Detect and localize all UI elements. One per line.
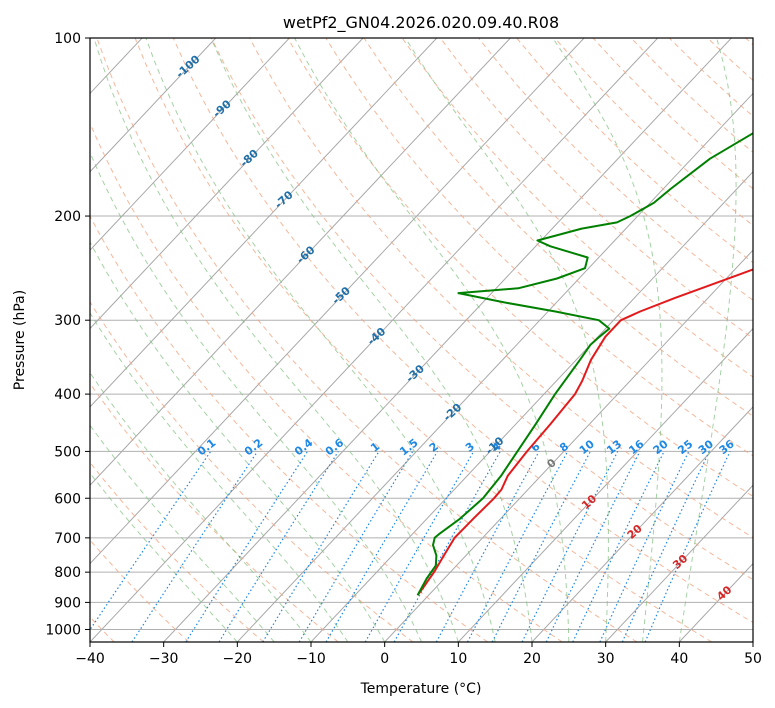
background-lines	[0, 38, 753, 642]
isotherm-line	[90, 38, 438, 408]
moist-adiabat-line	[678, 38, 737, 642]
mixing-ratio-line	[491, 451, 591, 642]
moist-adiabat-line	[90, 240, 386, 642]
x-tick-label: −10	[296, 651, 326, 667]
x-ticks: −40 −30 −20 −10 0 10 20 30 40 50	[75, 642, 762, 667]
mixing-ratio-line	[131, 451, 258, 642]
dry-adiabat-line	[90, 301, 414, 642]
dry-adiabat-line	[172, 38, 753, 624]
x-tick-label: 0	[380, 651, 389, 667]
dry-adiabat-line	[249, 38, 753, 539]
moist-adiabat-line	[145, 38, 496, 642]
isotherm-line	[236, 92, 753, 642]
dewpoint-profile-line	[416, 132, 753, 596]
y-tick-label: 500	[54, 444, 81, 460]
y-tick-label: 800	[54, 565, 81, 581]
dry-adiabat-line	[478, 38, 753, 301]
y-tick-label: 400	[54, 387, 81, 403]
isotherm-line	[531, 406, 753, 642]
moist-adiabat-line	[90, 312, 349, 642]
mixing-ratio-line	[90, 451, 212, 631]
moist-adiabat-line	[552, 38, 663, 642]
isotherm-line	[384, 249, 753, 642]
temperature-profile-line	[416, 268, 753, 596]
x-axis-label: Temperature (°C)	[360, 681, 482, 697]
profile-lines	[416, 132, 753, 596]
dry-adiabat-line	[363, 38, 753, 417]
dry-adiabat-line	[90, 122, 563, 642]
x-tick-label: 50	[744, 651, 762, 667]
dry-adiabat-line	[90, 215, 488, 642]
y-ticks: 1000 900 800 700 600 500 400 300 200 100	[45, 31, 90, 638]
y-axis-label: Pressure (hPa)	[12, 290, 28, 390]
dry-adiabat-line	[134, 38, 712, 642]
isotherm-line	[163, 38, 732, 642]
x-tick-label: 20	[523, 651, 541, 667]
dry-adiabat-line	[90, 461, 264, 642]
isotherm-line	[90, 38, 364, 330]
mixing-ratio-line	[621, 451, 710, 642]
y-tick-label: 300	[54, 313, 81, 329]
moist-adiabat-line	[90, 151, 422, 642]
dry-adiabat-line	[96, 38, 638, 642]
y-tick-label: 600	[54, 491, 81, 507]
isotherm-line	[90, 38, 217, 173]
isotherm-line	[90, 38, 659, 642]
mixing-ratio-line	[644, 451, 731, 642]
mixing-ratio-line	[435, 451, 540, 642]
isotherm-line	[457, 327, 753, 642]
x-tick-label: −40	[75, 651, 105, 667]
isotherm-line	[0, 38, 68, 642]
y-tick-label: 200	[54, 209, 81, 225]
y-tick-label: 1000	[45, 622, 81, 638]
chart-title: wetPf2_GN04.2026.020.09.40.R08	[283, 13, 559, 33]
x-tick-label: −30	[149, 651, 179, 667]
y-tick-label: 100	[54, 31, 81, 47]
plot-background	[90, 38, 753, 642]
isotherm-line	[90, 38, 511, 486]
moist-adiabat-line	[294, 38, 570, 642]
x-tick-label: −20	[223, 651, 253, 667]
moist-adiabat-line	[404, 38, 609, 642]
x-tick-label: 40	[670, 651, 688, 667]
moist-adiabat-line	[90, 424, 275, 642]
moist-adiabat-line	[90, 472, 238, 642]
moist-adiabat-line	[210, 38, 533, 642]
mixing-ratio-line	[262, 451, 380, 642]
x-tick-label: 10	[449, 651, 467, 667]
mixing-ratio-line	[521, 451, 619, 642]
isotherm-line	[90, 38, 585, 565]
x-tick-label: 30	[597, 651, 615, 667]
moist-adiabat-line	[93, 38, 459, 642]
isotherm-line	[605, 484, 753, 642]
y-tick-label: 700	[54, 531, 81, 547]
y-tick-label: 900	[54, 595, 81, 611]
mixing-ratio-line	[364, 451, 475, 642]
dry-adiabat-line	[210, 38, 753, 581]
isotherm-line	[90, 38, 290, 251]
isotherm-line	[752, 641, 753, 642]
mixing-ratio-line	[185, 451, 309, 642]
plot-frame	[89, 37, 754, 643]
